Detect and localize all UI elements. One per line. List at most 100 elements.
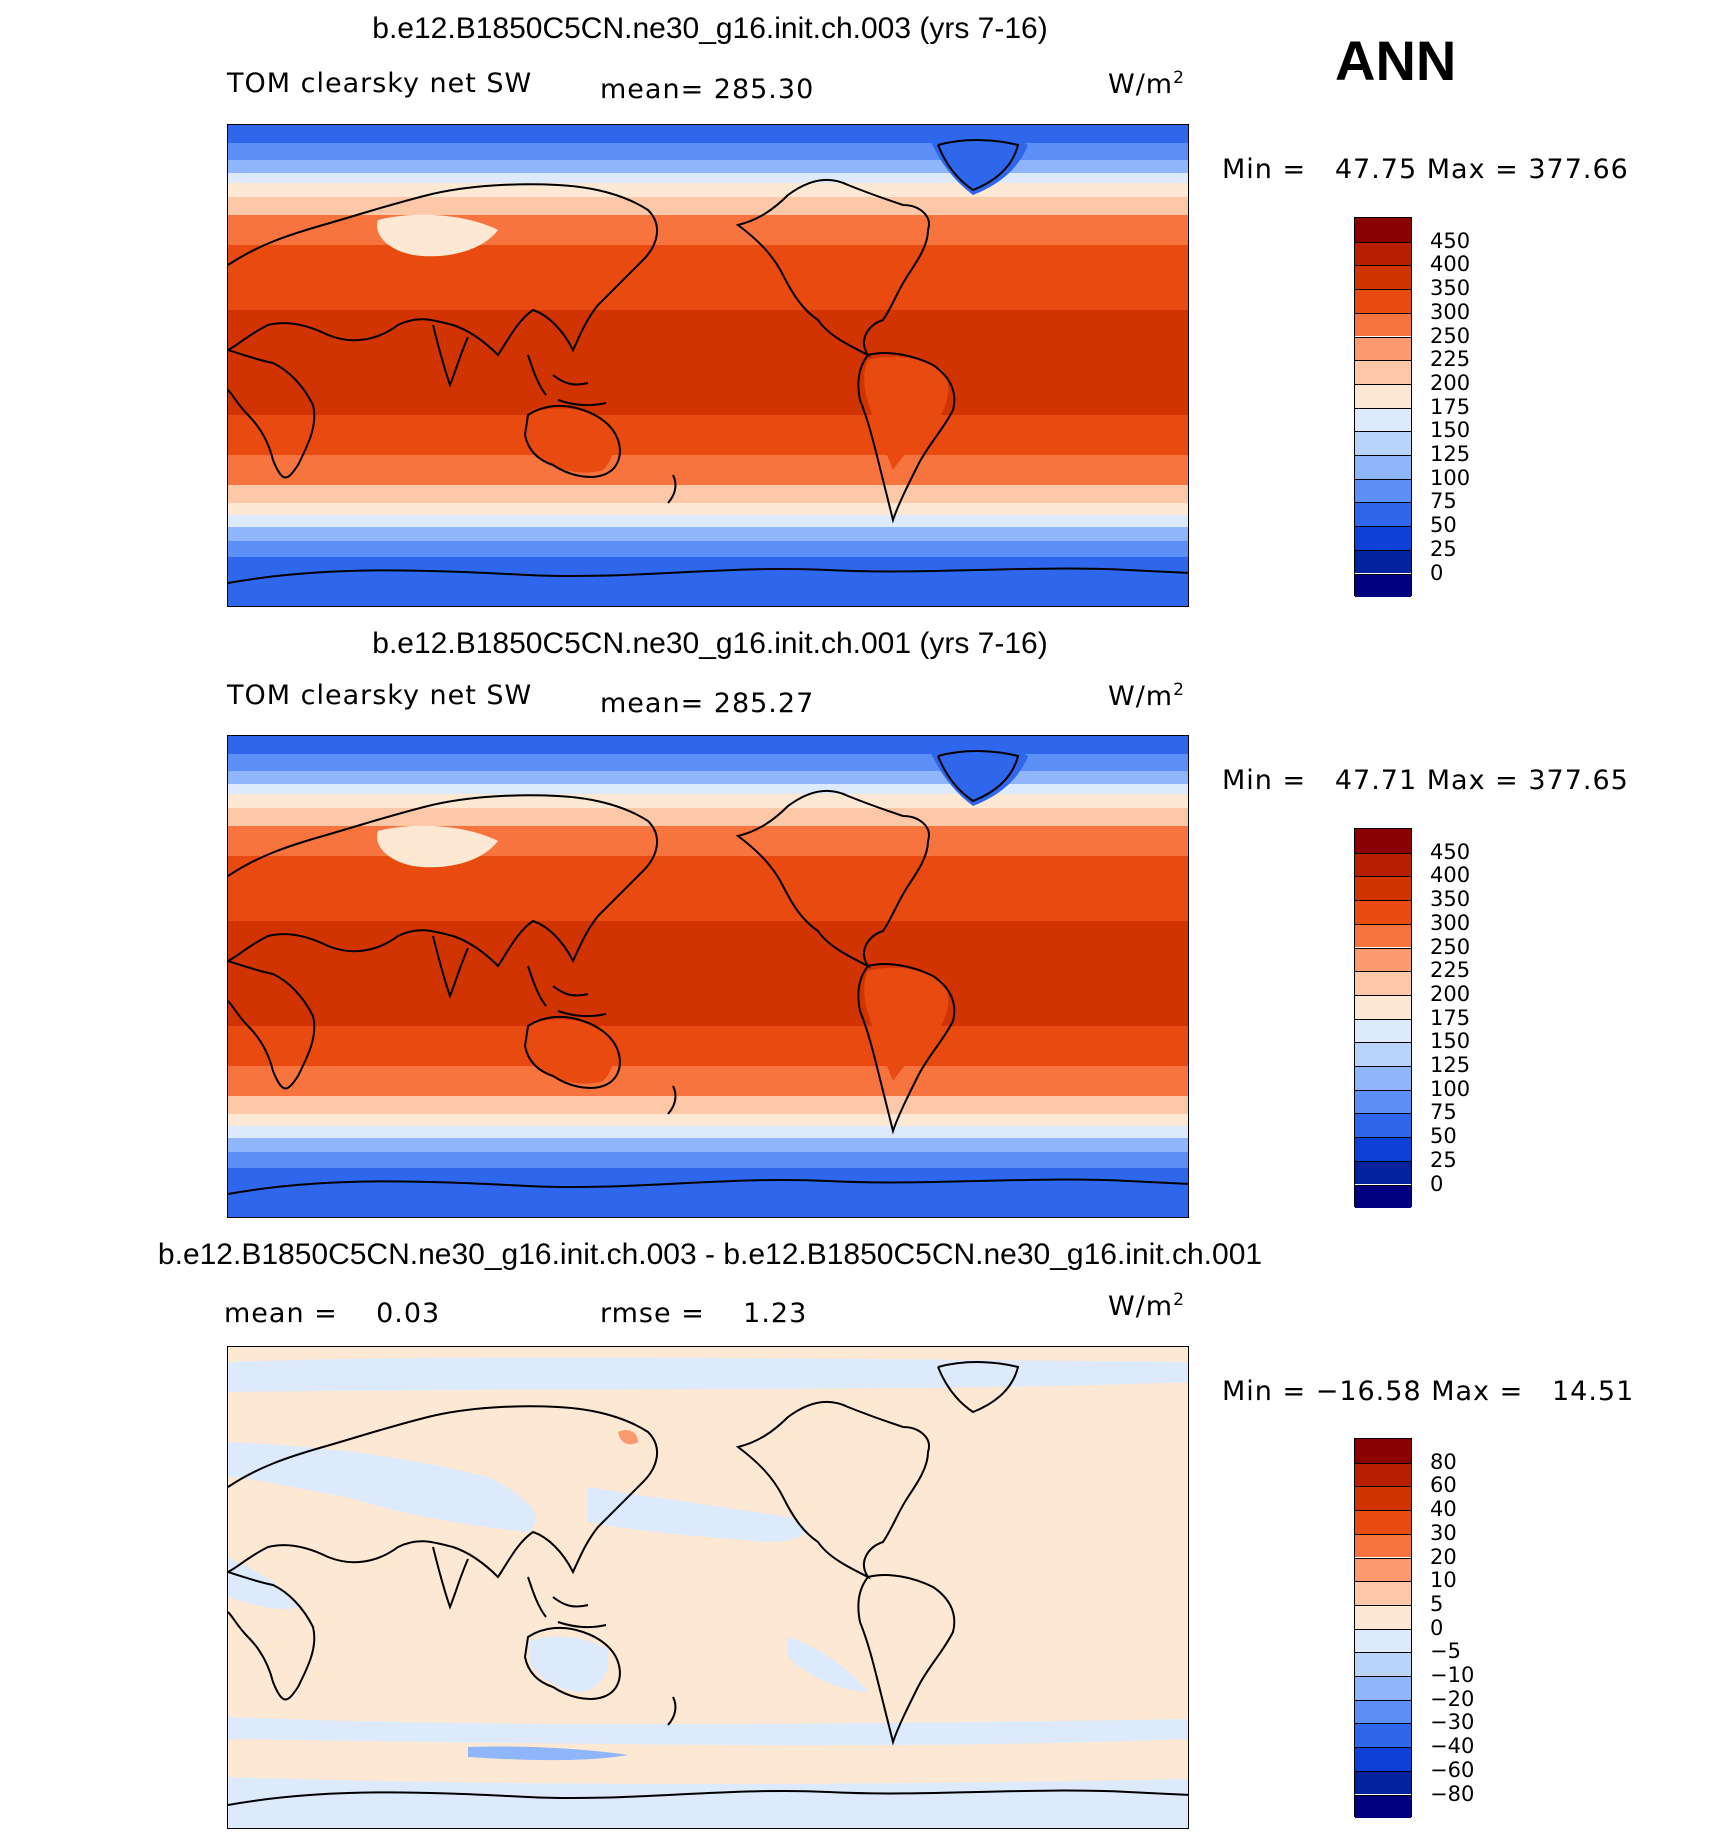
greenland-low-region	[928, 133, 1028, 195]
colorbar-tick-label: 250	[1430, 934, 1471, 959]
colorbar-tick-label: 75	[1430, 1100, 1457, 1125]
colorbar-swatch	[1355, 1510, 1411, 1534]
colorbar-swatch	[1355, 1113, 1411, 1138]
panel-1-minmax: Min = 47.75 Max = 377.66	[1222, 154, 1629, 185]
coastline	[432, 1546, 469, 1610]
colorbar-tick-label: 0	[1430, 1615, 1444, 1640]
colorbar-swatch	[1355, 1652, 1411, 1676]
panel-3-title: b.e12.B1850C5CN.ne30_g16.init.ch.003 - b…	[157, 1238, 1263, 1271]
panel-3-rmse-label: rmse = 1.23	[600, 1298, 808, 1329]
colorbar-tick-label: 450	[1430, 228, 1471, 253]
colorbar-swatch	[1355, 829, 1411, 853]
australia-region	[526, 408, 615, 473]
panel-1-units: W/m2	[1108, 68, 1185, 100]
colorbar-tick-label: 300	[1430, 910, 1471, 935]
coastline	[667, 474, 677, 504]
colorbar-swatch	[1355, 1557, 1411, 1582]
colorbar-tick-label: 125	[1430, 1053, 1471, 1077]
colorbar-tick-label: −40	[1430, 1734, 1475, 1759]
colorbar-swatch	[1355, 1042, 1411, 1066]
colorbar-swatch	[1355, 502, 1411, 527]
colorbar-tick-label: −5	[1430, 1639, 1461, 1664]
south-pacific-negative-region	[788, 1637, 868, 1692]
colorbar-swatch	[1355, 876, 1411, 901]
colorbar-tick-label: 0	[1430, 560, 1444, 585]
colorbar-tick-label: 25	[1430, 536, 1457, 561]
colorbar-swatch	[1355, 336, 1411, 361]
colorbar-swatch	[1355, 994, 1411, 1019]
antarctic-coast-negative-region	[468, 1746, 628, 1761]
panel-1-variable-label: TOM clearsky net SW	[227, 68, 533, 99]
colorbar-tick-label: 225	[1430, 958, 1471, 983]
coastline	[523, 404, 621, 478]
panel-2-units: W/m2	[1108, 680, 1185, 712]
colorbar-tick-label: 150	[1430, 418, 1471, 443]
coastline	[527, 1576, 607, 1629]
colorbar-swatch	[1355, 947, 1411, 972]
colorbar-tick-label: 80	[1430, 1449, 1457, 1474]
coastline	[432, 935, 469, 999]
panel-1-title: b.e12.B1850C5CN.ne30_g16.init.ch.003 (yr…	[372, 12, 1048, 45]
colorbar-tick-label: −20	[1430, 1686, 1475, 1711]
coastline	[432, 324, 469, 388]
colorbar-swatch	[1355, 526, 1411, 550]
coastline	[228, 183, 658, 357]
colorbar-swatch	[1355, 218, 1411, 242]
colorbar-swatch	[1355, 407, 1411, 432]
colorbar-tick-label: 50	[1430, 513, 1457, 538]
colorbar-swatch	[1355, 241, 1411, 266]
map-canvas	[228, 736, 1188, 1217]
colorbar-swatch	[1355, 1747, 1411, 1771]
colorbar-swatch	[1355, 289, 1411, 313]
colorbar-tick-label: −10	[1430, 1663, 1475, 1687]
colorbar-tick-label: 200	[1430, 370, 1471, 395]
panel-2-variable-label: TOM clearsky net SW	[227, 680, 533, 711]
colorbar-swatch	[1355, 1089, 1411, 1114]
colorbar-swatch	[1355, 900, 1411, 924]
colorbar-swatch	[1355, 1160, 1411, 1185]
colorbar-tick-label: 200	[1430, 981, 1471, 1006]
map-canvas	[228, 1347, 1188, 1828]
colorbar-swatch	[1355, 360, 1411, 384]
panel-3-mean-label: mean = 0.03	[224, 1298, 441, 1329]
coastline	[228, 1571, 316, 1701]
colorbar-tick-label: 350	[1430, 887, 1471, 912]
colorbar-tick-label: 10	[1430, 1568, 1457, 1593]
coastline	[937, 750, 1020, 803]
colorbar-swatch	[1355, 923, 1411, 948]
coastline	[667, 1085, 677, 1115]
panel-3-map	[227, 1346, 1189, 1829]
colorbar-swatch	[1355, 383, 1411, 408]
colorbar-tick-label: 125	[1430, 442, 1471, 466]
panel-2-mean-label: mean= 285.27	[600, 688, 815, 719]
colorbar-box	[1354, 217, 1412, 598]
south-america-region	[864, 967, 949, 1081]
map-canvas	[228, 125, 1188, 606]
coastline	[523, 1015, 621, 1089]
colorbar-tick-label: −80	[1430, 1781, 1475, 1806]
coastline	[228, 567, 1188, 584]
colorbar-tick-label: 100	[1430, 1076, 1471, 1101]
colorbar-swatch	[1355, 1581, 1411, 1605]
colorbar-tick-label: −30	[1430, 1710, 1475, 1735]
colorbar-swatch	[1355, 1533, 1411, 1558]
sahara-tibet-bright-region	[377, 214, 498, 257]
colorbar-swatch	[1355, 1486, 1411, 1511]
colorbar-swatch	[1355, 1018, 1411, 1043]
colorbar-swatch	[1355, 431, 1411, 455]
greenland-low-region	[928, 744, 1028, 806]
colorbar-swatch	[1355, 265, 1411, 290]
coastline	[228, 794, 658, 968]
colorbar-swatch	[1355, 1723, 1411, 1748]
coastline	[228, 1405, 658, 1579]
panel-3-minmax: Min = −16.58 Max = 14.51	[1222, 1376, 1635, 1407]
colorbar-tick-label: 30	[1430, 1520, 1457, 1545]
colorbar-swatch	[1355, 312, 1411, 337]
antarctica-negative-region	[228, 1777, 1188, 1828]
colorbar-tick-label: 0	[1430, 1171, 1444, 1196]
colorbar-tick-label: 300	[1430, 299, 1471, 324]
colorbar-swatch	[1355, 1699, 1411, 1724]
australia-region	[526, 1019, 615, 1084]
coastline	[857, 1574, 956, 1746]
panel-2-map	[227, 735, 1189, 1218]
